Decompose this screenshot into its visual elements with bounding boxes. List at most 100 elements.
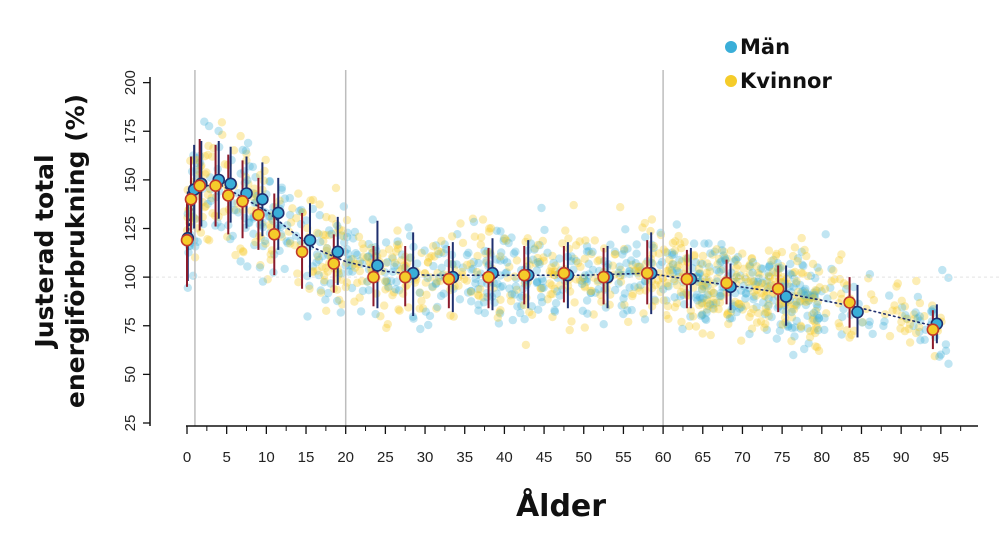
background-point	[280, 194, 290, 203]
background-point	[709, 288, 718, 298]
background-point	[462, 250, 472, 260]
background-point	[708, 250, 717, 259]
background-point	[277, 185, 286, 195]
background-point	[726, 307, 736, 317]
x-tick-label: 30	[417, 449, 434, 466]
background-point	[814, 314, 824, 323]
background-point	[858, 318, 867, 327]
background-point	[353, 278, 362, 287]
background-point	[580, 254, 589, 263]
background-point	[771, 251, 781, 261]
background-point	[706, 249, 715, 258]
background-point	[265, 220, 275, 229]
axes	[149, 77, 978, 427]
background-point	[909, 310, 919, 319]
background-point	[709, 305, 718, 314]
background-point	[842, 326, 852, 335]
background-point	[670, 303, 680, 312]
background-point	[549, 258, 558, 268]
background-point	[553, 287, 562, 296]
background-point	[941, 340, 951, 349]
background-point	[470, 232, 479, 241]
background-point	[748, 258, 758, 267]
background-point	[916, 336, 925, 345]
background-point	[716, 288, 725, 298]
background-point	[383, 258, 392, 267]
background-point	[610, 250, 619, 259]
background-point	[811, 342, 820, 351]
background-point	[737, 336, 746, 345]
background-point	[770, 274, 780, 283]
background-point	[904, 324, 914, 334]
background-point	[663, 278, 672, 288]
background-point	[314, 255, 324, 265]
background-point	[640, 315, 650, 324]
background-point	[900, 326, 910, 336]
background-point	[697, 284, 707, 294]
background-point	[322, 244, 332, 253]
background-point	[768, 267, 778, 276]
background-point	[905, 338, 915, 347]
background-point	[536, 284, 545, 293]
background-point	[756, 317, 766, 326]
mean-points	[180, 173, 944, 336]
background-point	[474, 300, 483, 309]
background-point	[671, 237, 680, 246]
background-point	[294, 189, 303, 198]
background-point	[752, 262, 761, 271]
background-point	[547, 267, 557, 277]
background-point	[533, 240, 543, 250]
background-point	[799, 261, 808, 271]
background-point	[501, 269, 510, 278]
background-point	[811, 286, 820, 295]
background-point	[801, 300, 811, 310]
background-point	[639, 309, 648, 318]
background-point	[320, 278, 329, 287]
y-axis-title-line2: energiförbrukning (%)	[61, 94, 90, 408]
background-point	[545, 279, 554, 288]
background-point	[183, 283, 192, 292]
background-point	[298, 208, 307, 217]
background-point	[772, 334, 781, 343]
background-point	[752, 291, 761, 300]
background-point	[745, 269, 755, 278]
background-point	[772, 249, 781, 259]
background-point	[449, 312, 458, 321]
background-point	[547, 263, 556, 272]
x-axis-title: Ålder	[516, 487, 606, 524]
background-point	[738, 305, 747, 314]
background-point	[354, 232, 364, 241]
background-point	[668, 259, 677, 268]
background-point	[196, 228, 206, 237]
background-point	[550, 306, 559, 315]
background-point	[484, 227, 494, 236]
background-point	[242, 149, 251, 158]
background-point	[792, 301, 801, 310]
background-point	[741, 294, 750, 303]
y-tick-label: 150	[122, 167, 139, 192]
mean-point-women	[252, 208, 265, 222]
background-point	[620, 246, 629, 255]
background-point	[288, 204, 297, 213]
background-point	[709, 279, 718, 288]
background-point	[616, 203, 625, 212]
background-point	[920, 312, 929, 321]
background-point	[712, 265, 721, 275]
background-point	[458, 267, 467, 277]
background-point	[807, 292, 817, 301]
background-point	[663, 302, 673, 311]
background-point	[761, 280, 770, 289]
background-point	[312, 250, 322, 259]
background-point	[535, 257, 545, 267]
background-point	[363, 252, 372, 261]
background-point	[349, 234, 358, 243]
background-point	[808, 310, 817, 319]
background-point	[456, 219, 465, 228]
background-point	[757, 279, 766, 288]
background-point	[800, 245, 809, 255]
background-point	[755, 274, 764, 283]
y-tick-label: 100	[122, 265, 139, 290]
background-point	[570, 298, 579, 307]
background-point	[695, 293, 705, 302]
background-point	[467, 297, 476, 306]
